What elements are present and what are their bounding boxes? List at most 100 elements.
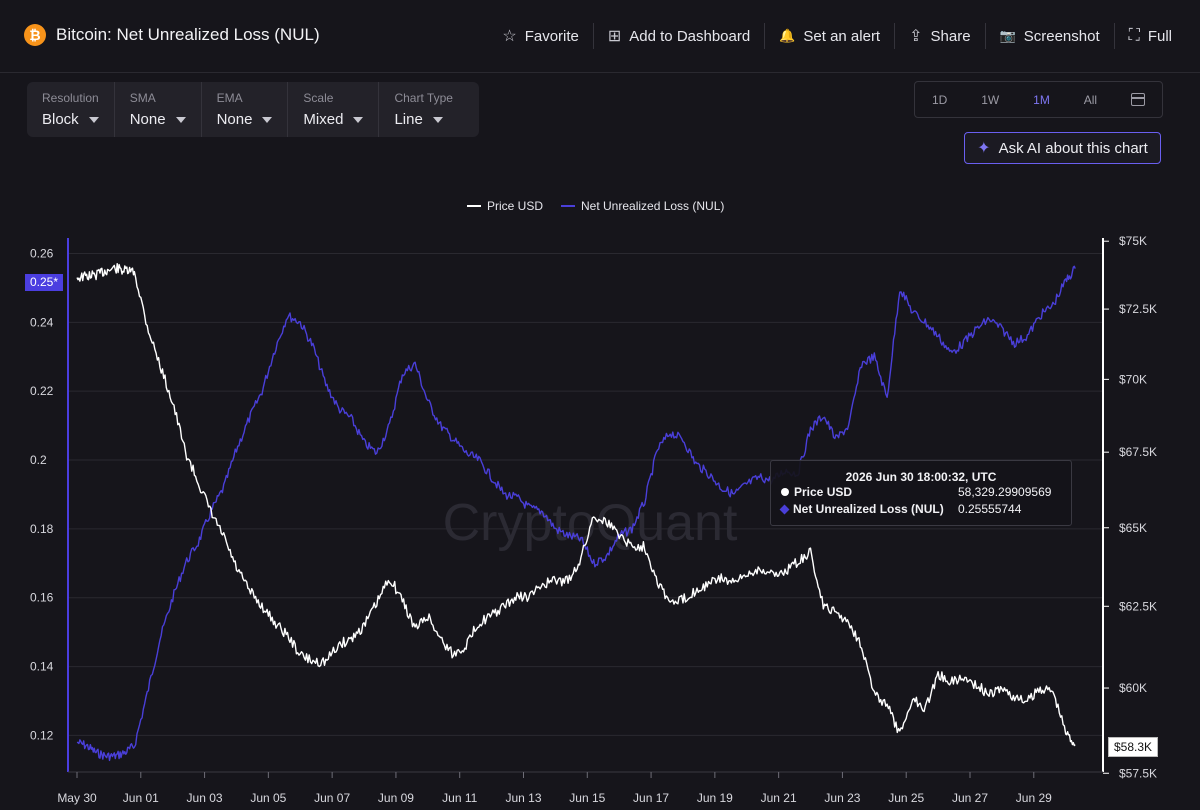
- current-price-label: $58.3K: [1108, 737, 1159, 757]
- header-actions: ☆ Favorite ⊞ Add to Dashboard 🔔 Set an a…: [488, 22, 1186, 50]
- x-tick-label: Jun 13: [505, 791, 541, 805]
- range-all-button[interactable]: All: [1083, 92, 1098, 107]
- right-tick-label: $75K: [1119, 234, 1147, 248]
- legend-label-price: Price USD: [487, 199, 543, 213]
- left-tick-label: 0.24: [30, 315, 54, 329]
- chevron-down-icon: [262, 116, 273, 123]
- scale-label: Scale: [303, 91, 334, 105]
- left-tick-label: 0.2: [30, 453, 47, 467]
- add-dashboard-icon: ⊞: [607, 28, 622, 45]
- fullscreen-label: Full: [1147, 27, 1172, 45]
- time-range-selector: 1D 1W 1M All: [914, 81, 1163, 118]
- x-tick-label: Jun 05: [250, 791, 286, 805]
- chevron-down-icon: [88, 116, 99, 123]
- page-title: Bitcoin: Net Unrealized Loss (NUL): [56, 25, 320, 44]
- x-axis-ticks: May 30 Jun 01 Jun 03 Jun 05 Jun 07 Jun 09 Jun …: [57, 772, 1052, 805]
- x-tick-label: Jun 29: [1016, 791, 1052, 805]
- tooltip-price-value: 58,329.29909569: [958, 485, 1052, 499]
- series-line-price: [76, 263, 1076, 747]
- chevron-down-icon: [432, 116, 443, 123]
- ask-ai-button[interactable]: ✦ Ask AI about this chart: [964, 132, 1161, 164]
- x-tick-label: Jun 09: [378, 791, 414, 805]
- right-tick-label: $72.5K: [1119, 302, 1157, 316]
- x-tick-label: Jun 27: [952, 791, 988, 805]
- left-tick-label: 0.18: [30, 522, 54, 536]
- right-tick-label: $67.5K: [1119, 445, 1157, 459]
- add-to-dashboard-button[interactable]: ⊞ Add to Dashboard: [594, 22, 764, 50]
- tooltip-row-nul: Net Unrealized Loss (NUL) 0.25555744: [771, 502, 1071, 518]
- sma-label: SMA: [129, 91, 156, 105]
- ema-label: EMA: [216, 91, 243, 105]
- screenshot-button[interactable]: 📷 Screenshot: [986, 24, 1114, 49]
- scale-select[interactable]: Scale Mixed: [288, 82, 380, 137]
- series-layer: [76, 263, 1076, 762]
- current-nul-label: 0.25*: [25, 274, 64, 291]
- sma-select[interactable]: SMA None: [115, 82, 202, 137]
- favorite-button[interactable]: ☆ Favorite: [488, 22, 593, 50]
- sparkle-icon: ✦: [977, 140, 991, 157]
- x-tick-label: Jun 07: [314, 791, 350, 805]
- legend-label-nul: Net Unrealized Loss (NUL): [581, 199, 724, 213]
- resolution-select[interactable]: Resolution Block: [27, 82, 115, 137]
- ema-select[interactable]: EMA None: [202, 82, 289, 137]
- chart-tooltip: 2026 Jun 30 18:00:32, UTC Price USD 58,3…: [770, 460, 1072, 526]
- watermark: CryptoQuant: [443, 494, 738, 552]
- left-tick-label: 0.26: [30, 246, 54, 260]
- right-tick-label: $57.5K: [1119, 766, 1157, 780]
- left-tick-label: 0.12: [30, 728, 54, 742]
- left-tick-label: 0.14: [30, 660, 54, 674]
- camera-icon: 📷: [999, 28, 1016, 43]
- header-bar: ₿ Bitcoin: Net Unrealized Loss (NUL) ☆ F…: [0, 0, 1200, 73]
- nul-diamond-icon: [779, 504, 790, 514]
- chevron-down-icon: [353, 116, 364, 123]
- divider: [764, 23, 766, 49]
- scale-value: Mixed: [303, 111, 344, 128]
- range-1d-button[interactable]: 1D: [931, 92, 948, 107]
- chart-type-value: Line: [394, 111, 423, 128]
- ema-value: None: [216, 111, 253, 128]
- divider: [984, 23, 986, 49]
- right-tick-label: $60K: [1119, 681, 1147, 695]
- tooltip-row-price: Price USD 58,329.29909569: [771, 485, 1071, 501]
- chart-type-label: Chart Type: [394, 91, 453, 105]
- set-alert-button[interactable]: 🔔 Set an alert: [765, 24, 894, 49]
- add-to-dashboard-label: Add to Dashboard: [629, 27, 751, 45]
- ask-ai-label: Ask AI about this chart: [998, 139, 1148, 157]
- title-group: ₿ Bitcoin: Net Unrealized Loss (NUL): [24, 24, 320, 46]
- range-1m-button[interactable]: 1M: [1033, 92, 1050, 107]
- left-axis-ticks: 0.12 0.14 0.16 0.18 0.2 0.22 0.24 0.26: [30, 246, 54, 742]
- calendar-icon[interactable]: [1131, 93, 1145, 106]
- resolution-value: Block: [42, 111, 79, 128]
- screenshot-label: Screenshot: [1023, 27, 1100, 45]
- tooltip-nul-name: Net Unrealized Loss (NUL): [793, 502, 944, 516]
- bitcoin-icon: ₿: [24, 24, 46, 46]
- favorite-label: Favorite: [524, 27, 579, 45]
- chart-controls: Resolution Block SMA None EMA None Scale…: [27, 82, 479, 137]
- resolution-label: Resolution: [42, 91, 99, 105]
- divider: [1113, 23, 1115, 49]
- range-1w-button[interactable]: 1W: [981, 92, 1000, 107]
- fullscreen-button[interactable]: ⛶ Full: [1115, 23, 1186, 49]
- x-tick-label: Jun 11: [442, 791, 477, 805]
- x-tick-label: Jun 01: [123, 791, 159, 805]
- star-icon: ☆: [502, 28, 517, 45]
- share-icon: ⇪: [909, 28, 923, 45]
- share-button[interactable]: ⇪ Share: [895, 22, 984, 50]
- fullscreen-icon: ⛶: [1128, 27, 1140, 44]
- x-tick-label: Jun 15: [569, 791, 605, 805]
- set-alert-label: Set an alert: [803, 27, 881, 45]
- sma-value: None: [129, 111, 166, 128]
- left-tick-label: 0.22: [30, 384, 54, 398]
- x-tick-label: Jun 21: [761, 791, 797, 805]
- x-tick-label: Jun 25: [888, 791, 924, 805]
- series-line-nul: [76, 265, 1076, 762]
- divider: [592, 23, 594, 49]
- x-tick-label: Jun 17: [633, 791, 669, 805]
- share-label: Share: [930, 27, 971, 45]
- right-tick-label: $62.5K: [1119, 599, 1157, 613]
- chart-legend: Price USD Net Unrealized Loss (NUL): [467, 199, 724, 213]
- left-tick-label: 0.16: [30, 591, 54, 605]
- tooltip-nul-value: 0.25555744: [958, 502, 1022, 516]
- chart-type-select[interactable]: Chart Type Line: [379, 82, 467, 137]
